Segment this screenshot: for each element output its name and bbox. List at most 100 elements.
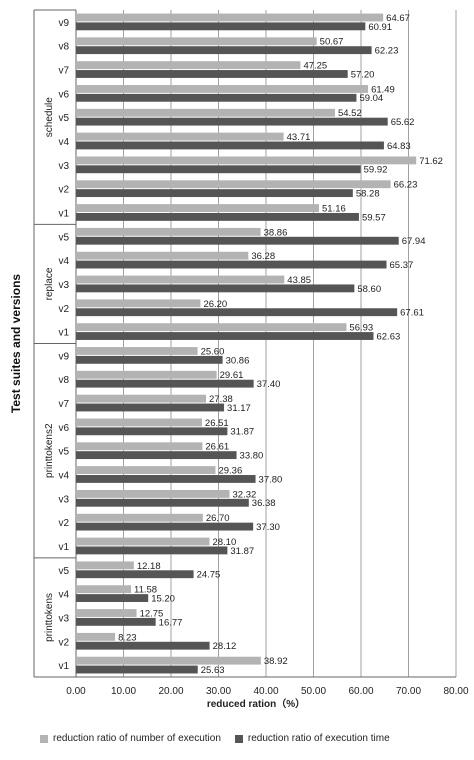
data-label: 54.52 [338,108,362,119]
y-tick-label: v8 [58,375,69,386]
y-tick-label: v4 [58,256,69,267]
bar-executions [76,537,210,546]
bar-executions [76,561,134,570]
bar-executions [76,466,216,475]
legend-swatch-executions [40,734,48,743]
bar-executions [76,251,249,260]
data-label: 26.51 [205,418,229,429]
bar-executions [76,180,391,189]
data-label: 38.92 [264,656,288,667]
data-label: 31.17 [227,403,251,414]
data-label: 32.32 [233,489,257,500]
bar-time [76,236,399,245]
data-label: 25.60 [201,346,225,357]
bar-time [76,546,228,555]
bar-time [76,46,372,55]
y-tick-label: v1 [58,208,69,219]
bar-time [76,665,198,674]
y-tick-label: v2 [58,185,69,196]
data-label: 24.75 [197,570,221,581]
bar-executions [76,323,347,332]
legend-item-executions: reduction ratio of number of execution [40,733,221,744]
data-label: 8.23 [118,632,137,643]
bar-executions [76,156,417,165]
bar-time [76,594,149,602]
bar-executions [76,275,285,284]
data-label: 58.28 [356,189,380,200]
bar-time [76,332,374,340]
y-tick-label: v4 [58,471,69,482]
bar-time [76,641,210,650]
y-tick-label: v9 [58,351,69,362]
group-label: printtokens2 [44,423,55,478]
y-tick-label: v6 [58,423,69,434]
bar-time [76,308,398,317]
bar-time [76,165,361,174]
bar-time [76,93,357,102]
data-label: 29.36 [218,466,242,477]
bar-time [76,260,387,269]
data-label: 64.83 [387,141,411,152]
data-label: 38.86 [264,227,288,238]
data-label: 36.38 [252,498,276,509]
x-tick-label: 60.00 [348,686,373,697]
data-label: 29.61 [220,370,244,381]
x-tick-label: 30.00 [206,686,231,697]
bar-executions [76,132,284,141]
data-label: 26.61 [205,442,229,453]
data-label: 65.37 [390,260,414,271]
bar-time [76,189,353,198]
legend-swatch-time [234,734,243,743]
bar-executions [76,632,116,641]
data-label: 47.25 [303,61,327,72]
bar-executions [76,489,230,498]
data-label: 28.12 [213,641,237,652]
bar-time [76,427,228,436]
data-label: 62.23 [375,46,399,57]
legend-label-time: reduction ratio of execution time [247,733,390,744]
group-label: printtokens [44,593,55,642]
data-label: 26.20 [203,299,227,310]
bar-executions [76,418,202,427]
data-label: 31.87 [230,546,254,557]
x-tick-label: 50.00 [301,686,326,697]
x-tick-label: 80.00 [443,686,468,697]
bar-time [76,70,348,78]
y-tick-label: v5 [58,113,69,124]
bar-time [76,522,254,531]
data-label: 66.23 [394,180,418,191]
x-tick-label: 10.00 [111,686,136,697]
data-label: 30.86 [226,355,250,366]
bar-executions [76,204,320,212]
data-label: 27.38 [209,394,233,405]
data-label: 60.91 [368,22,392,33]
data-label: 57.20 [351,69,375,80]
bar-time [76,498,249,507]
data-label: 64.67 [386,13,410,24]
data-label: 37.80 [259,474,283,485]
y-tick-label: v3 [58,161,69,172]
y-tick-label: v4 [58,137,69,148]
y-tick-label: v5 [58,447,69,458]
bar-executions [76,227,261,236]
x-tick-label: 40.00 [253,686,278,697]
bar-time [76,379,254,388]
data-label: 50.67 [320,37,344,48]
data-label: 16.77 [159,617,183,628]
y-tick-label: v3 [58,613,69,624]
y-tick-label: v2 [58,518,69,529]
bar-time [76,403,225,412]
bar-executions [76,108,335,117]
y-tick-label: v3 [58,280,69,291]
data-label: 33.80 [240,451,264,462]
data-label: 67.94 [402,236,426,247]
bar-executions [76,442,203,451]
data-label: 28.10 [212,537,236,548]
bar-time [76,141,384,150]
bar-executions [76,61,301,70]
data-label: 71.62 [419,156,443,167]
bar-time [76,22,366,31]
data-label: 12.75 [140,608,164,619]
